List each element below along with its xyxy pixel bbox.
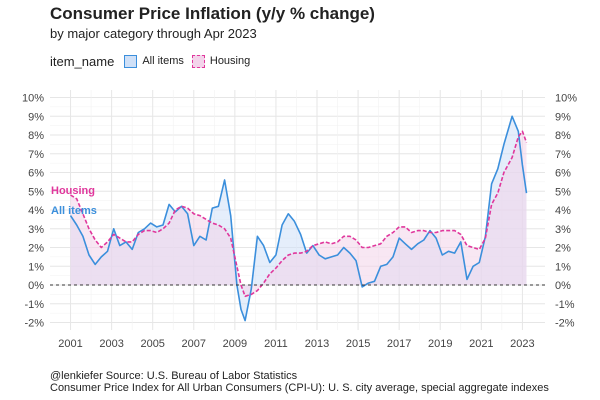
y-tick-label-left: 9% <box>28 111 44 123</box>
y-tick-label-right: 9% <box>555 111 571 123</box>
y-tick-label-left: 5% <box>28 186 44 198</box>
y-tick-label-left: -1% <box>24 299 44 311</box>
line-housing <box>70 130 528 298</box>
chart-title: Consumer Price Inflation (y/y % change) <box>50 4 375 23</box>
y-tick-label-right: -2% <box>555 318 575 330</box>
legend-title: item_name <box>50 53 115 69</box>
x-tick-label: 2017 <box>387 338 411 350</box>
x-tick-label: 2009 <box>223 338 247 350</box>
x-tick-label: 2013 <box>305 338 329 350</box>
y-tick-label-left: 10% <box>22 93 44 105</box>
y-tick-label-left: 6% <box>28 168 44 180</box>
y-tick-label-left: 8% <box>28 130 44 142</box>
y-tick-label-right: 10% <box>555 93 577 105</box>
y-tick-label-left: 3% <box>28 224 44 236</box>
y-tick-label-right: 3% <box>555 224 571 236</box>
y-tick-label-right: 8% <box>555 130 571 142</box>
source-caption: @lenkiefer Source: U.S. Bureau of Labor … <box>50 370 298 382</box>
y-tick-label-right: 1% <box>555 261 571 273</box>
legend-item-housing: Housing <box>191 54 251 68</box>
chart-subtitle: by major category through Apr 2023 <box>50 26 257 41</box>
y-tick-label-left: 4% <box>28 205 44 217</box>
x-tick-label: 2015 <box>346 338 370 350</box>
area-housing <box>70 131 527 297</box>
series-label-all-items: All items <box>51 205 97 217</box>
y-tick-label-left: 1% <box>28 261 44 273</box>
x-tick-label: 2005 <box>140 338 164 350</box>
legend-label-all-items: All items <box>142 55 184 67</box>
legend-key-housing <box>191 54 205 68</box>
y-tick-label-left: 2% <box>28 243 44 255</box>
y-tick-label-right: 4% <box>555 205 571 217</box>
legend-label-housing: Housing <box>209 55 251 67</box>
legend: item_name All items Housing <box>50 51 258 71</box>
y-tick-label-right: 0% <box>555 280 571 292</box>
y-tick-label-right: 2% <box>555 243 571 255</box>
note-caption: Consumer Price Index for All Urban Consu… <box>50 382 549 394</box>
area-all-items <box>70 116 527 321</box>
x-tick-label: 2019 <box>428 338 452 350</box>
series-label-housing: Housing <box>51 185 95 197</box>
x-tick-label: 2011 <box>264 338 288 350</box>
y-tick-label-left: -2% <box>24 318 44 330</box>
x-tick-label: 2007 <box>182 338 206 350</box>
y-tick-label-right: 7% <box>555 149 571 161</box>
x-tick-label: 2001 <box>58 338 82 350</box>
y-tick-label-right: 6% <box>555 168 571 180</box>
legend-key-all-items <box>124 54 138 68</box>
line-all-items <box>69 115 528 322</box>
x-tick-label: 2023 <box>510 338 534 350</box>
y-tick-label-left: 0% <box>28 280 44 292</box>
legend-item-all-items: All items <box>124 54 184 68</box>
y-tick-label-right: -1% <box>555 299 575 311</box>
x-tick-label: 2003 <box>99 338 123 350</box>
y-tick-label-right: 5% <box>555 186 571 198</box>
y-tick-label-left: 7% <box>28 149 44 161</box>
x-tick-label: 2021 <box>469 338 493 350</box>
